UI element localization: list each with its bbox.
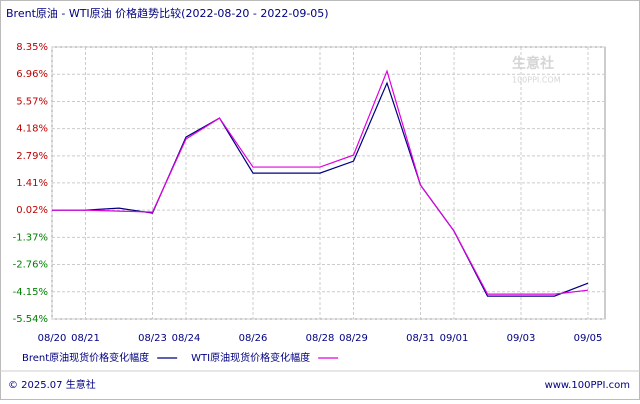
watermark-text: 100PPI.COM	[512, 76, 561, 85]
y-tick-label: 6.96%	[16, 69, 48, 80]
x-tick-label: 08/31	[406, 333, 435, 344]
footer-right: www.100PPI.com	[545, 380, 630, 391]
y-tick-label: 1.41%	[16, 178, 48, 189]
y-tick-label: 8.35%	[16, 42, 48, 53]
legend-label: Brent原油现货价格变化幅度	[22, 351, 149, 364]
x-tick-label: 08/21	[71, 333, 100, 344]
x-tick-label: 08/20	[38, 333, 67, 344]
x-tick-label: 08/29	[339, 333, 368, 344]
x-tick-label: 09/05	[574, 333, 603, 344]
y-tick-label: -4.15%	[13, 287, 48, 298]
footer-left: © 2025.07 生意社	[8, 378, 96, 391]
x-tick-label: 08/26	[239, 333, 268, 344]
y-tick-label: 0.02%	[16, 205, 48, 216]
y-tick-label: 5.57%	[16, 96, 48, 107]
x-tick-label: 09/01	[440, 333, 469, 344]
watermark: 生意社 100PPI.COM	[512, 55, 561, 85]
line-series	[52, 69, 589, 295]
x-tick-label: 08/24	[172, 333, 201, 344]
y-tick-label: -5.54%	[13, 314, 48, 325]
watermark-text: 生意社	[512, 55, 554, 72]
y-tick-label: -1.37%	[13, 232, 48, 243]
x-tick-label: 08/23	[138, 333, 167, 344]
y-tick-label: -2.76%	[13, 260, 48, 271]
chart-title: Brent原油 - WTI原油 价格趋势比较(2022-08-20 - 2022…	[6, 6, 329, 20]
legend-label: WTI原油现货价格变化幅度	[191, 351, 310, 364]
y-tick-label: 2.79%	[16, 151, 48, 162]
y-tick-label: 4.18%	[16, 124, 48, 135]
x-tick-label: 09/03	[507, 333, 536, 344]
x-tick-label: 08/28	[306, 333, 335, 344]
